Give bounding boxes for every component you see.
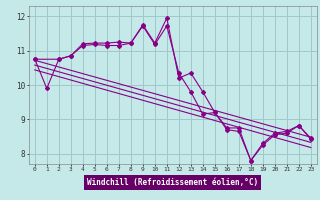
X-axis label: Windchill (Refroidissement éolien,°C): Windchill (Refroidissement éolien,°C) <box>87 178 258 187</box>
